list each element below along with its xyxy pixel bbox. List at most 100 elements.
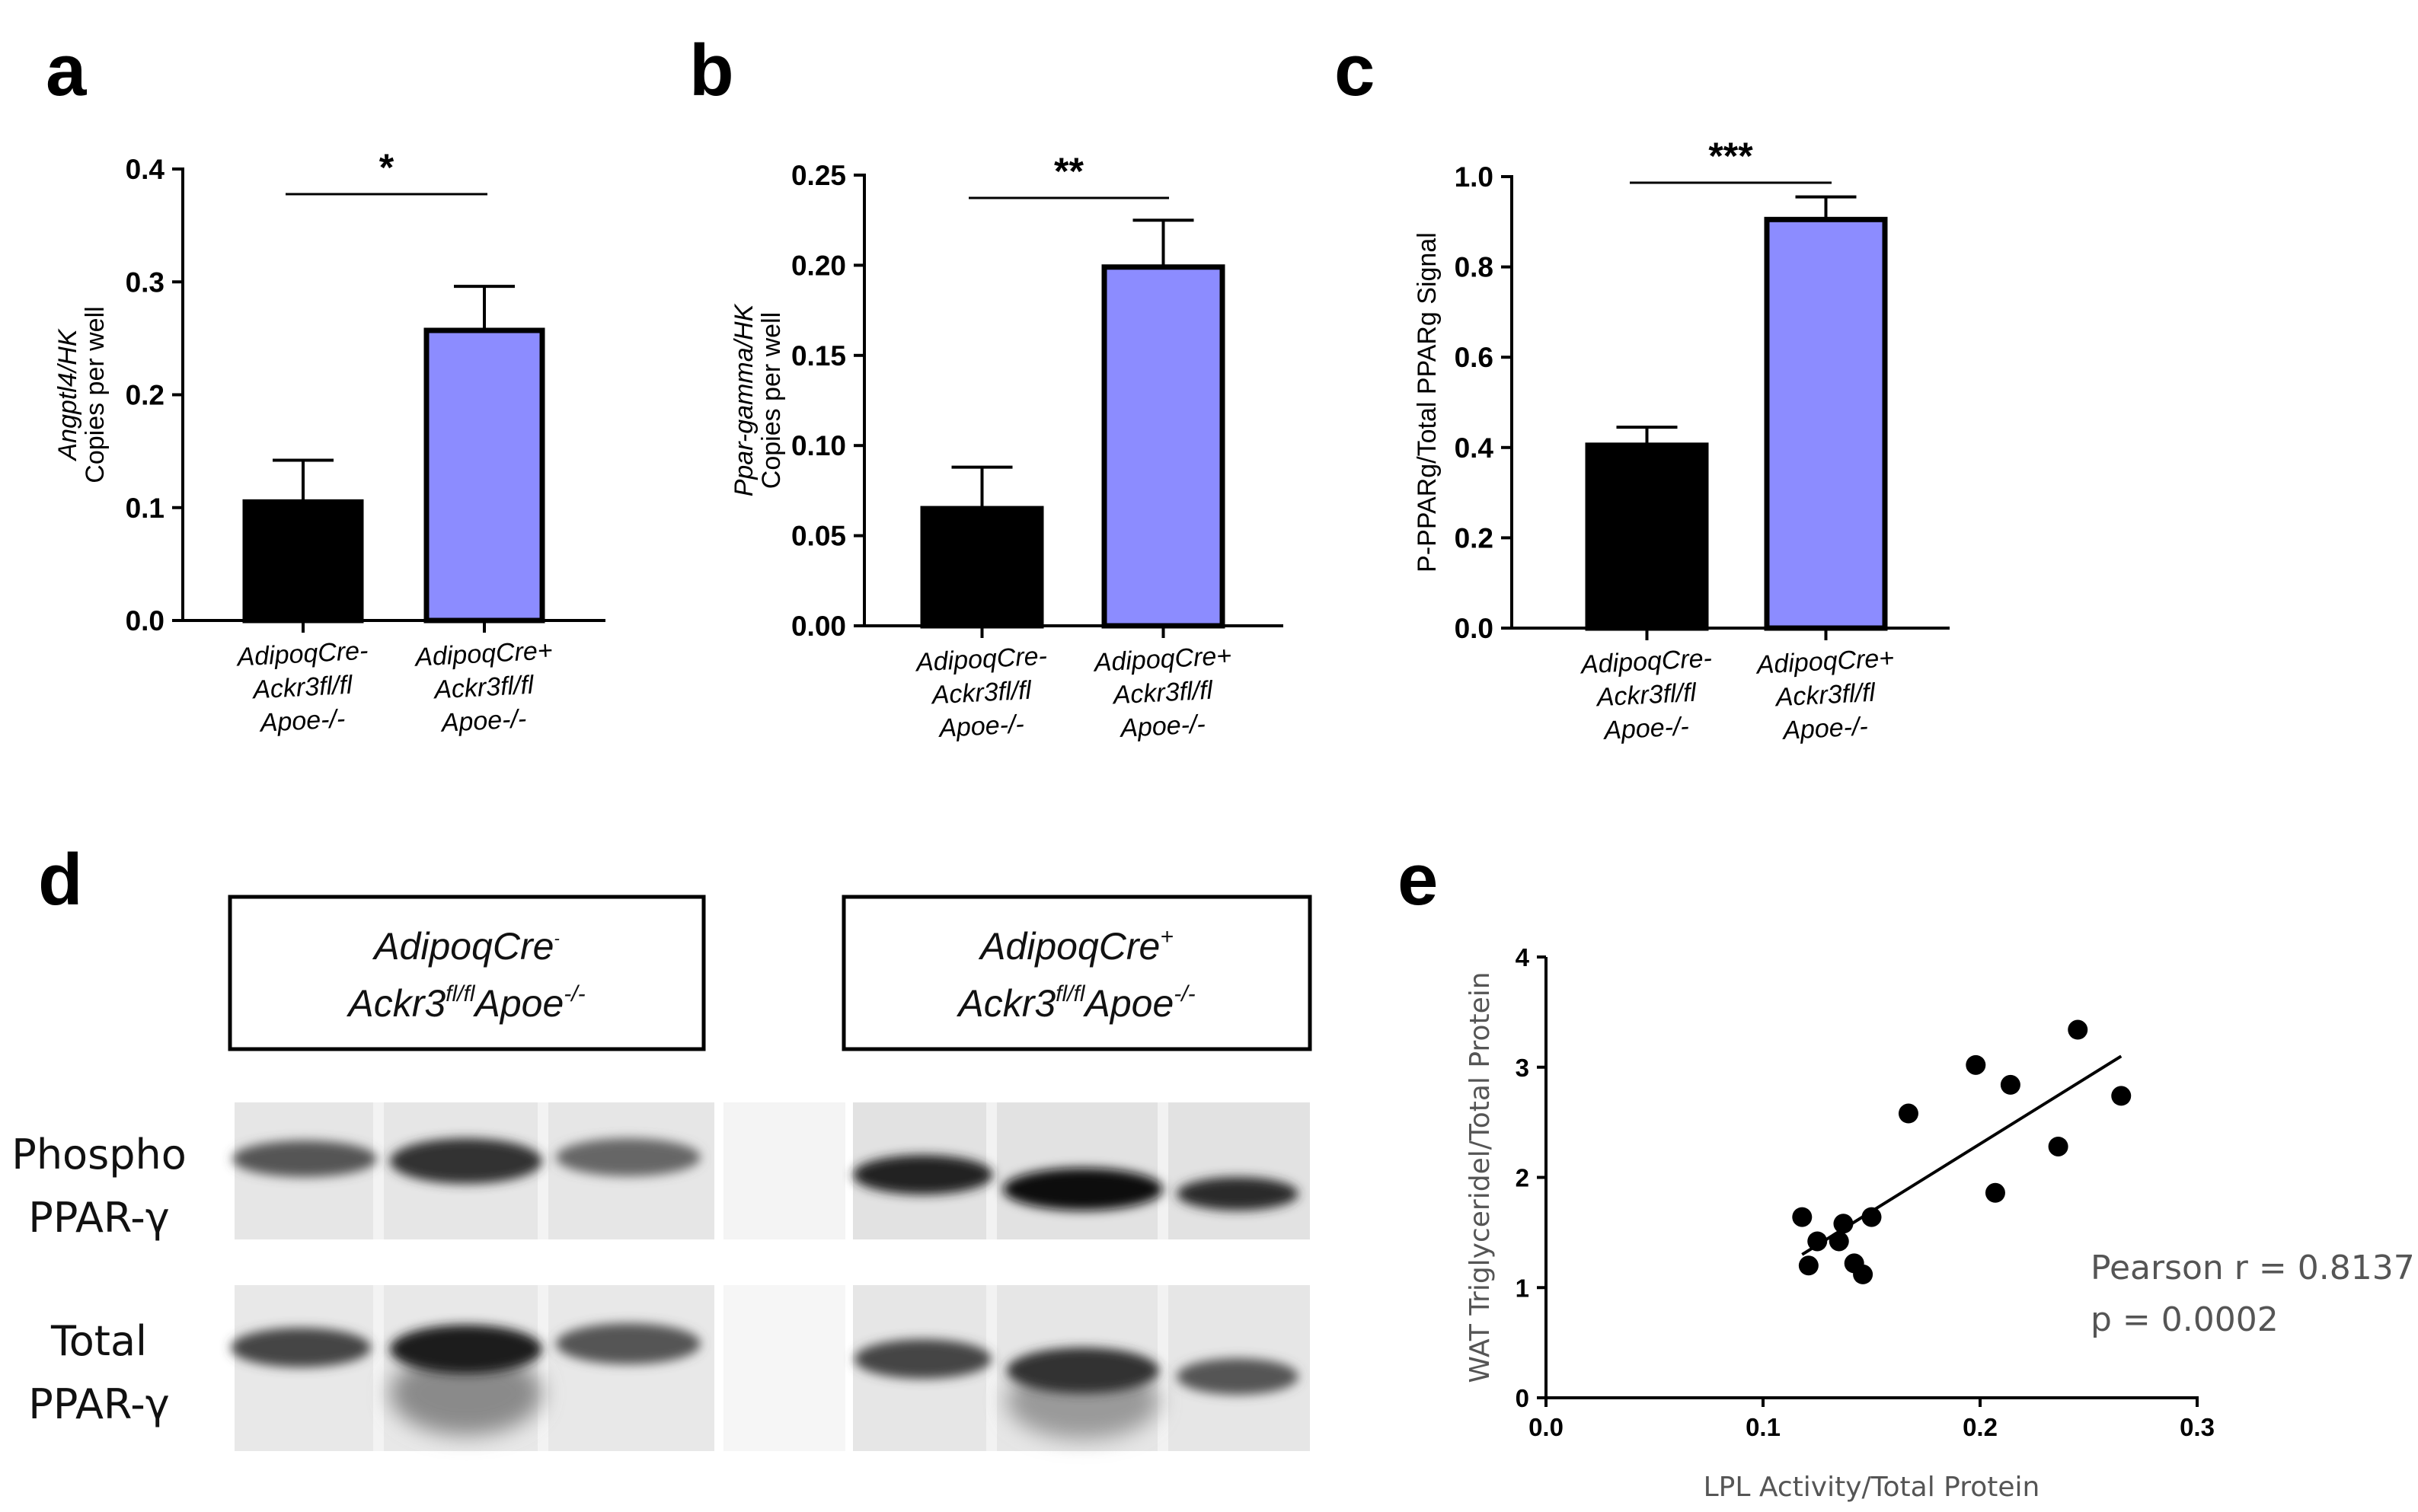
bar (242, 499, 364, 624)
y-tick-label: 0.00 (791, 611, 846, 642)
y-tick-label: 0.05 (791, 521, 846, 552)
bar (423, 327, 545, 624)
y-tick-label: 0.4 (126, 154, 165, 185)
significance-stars: * (379, 146, 394, 189)
band-phospho-6 (1177, 1177, 1298, 1211)
y-tick-label: 0.2 (1455, 522, 1493, 553)
x-tick-label: 0.3 (2180, 1413, 2215, 1441)
data-point (1833, 1214, 1854, 1234)
y-axis-label-line2: Copies per well (81, 306, 110, 483)
category-label: Ackr3fl/fl (1111, 676, 1215, 710)
category-label: Apoe-/- (439, 704, 527, 738)
blot-strip-total (231, 1285, 1310, 1451)
stats-text: p = 0.0002 (2091, 1300, 2279, 1339)
data-point (2000, 1074, 2020, 1095)
blot-strip-phospho (232, 1102, 1310, 1239)
data-point (1829, 1231, 1849, 1252)
significance-stars: ** (1054, 150, 1084, 193)
scatter-chart-e: 0 1 2 3 4 0.0 0.1 0.2 0.3 LPL Activity/Total Prot… (1465, 943, 2415, 1503)
y-tick-label: 0.3 (126, 266, 165, 298)
row-label-phospho-ppar: PPAR-γ (28, 1194, 169, 1242)
y-tick-label: 0.1 (126, 493, 165, 524)
band-total-3 (556, 1323, 701, 1364)
y-tick-label: 0.10 (791, 430, 846, 461)
data-point (1798, 1255, 1819, 1276)
y-tick-label: 0.0 (1455, 613, 1493, 644)
row-label-phospho: Phospho (11, 1131, 187, 1179)
category-label: AdipoqCre- (914, 642, 1048, 678)
band-total-6 (1177, 1358, 1298, 1395)
y-tick-label: 1 (1516, 1274, 1529, 1302)
y-tick-label: 0.20 (791, 250, 846, 281)
data-point (1966, 1054, 1986, 1075)
category-label: Apoe-/- (258, 704, 346, 738)
group-label-cre-plus-line2: Ackr3fl/flApoe-/- (956, 981, 1195, 1025)
category-label: Ackr3fl/fl (432, 671, 535, 705)
y-tick-label: 0.6 (1455, 342, 1493, 373)
data-point (1985, 1182, 2005, 1203)
group-box-cre-minus (228, 895, 706, 1051)
bar (920, 506, 1044, 629)
y-axis-label-line2: Copies per well (757, 312, 786, 489)
panel-letter-c: c (1334, 30, 1375, 111)
stats-text: Pearson r = 0.8137 (2091, 1249, 2415, 1287)
row-label-total-ppar: PPAR-γ (28, 1380, 169, 1428)
x-axis-label: LPL Activity/Total Protein (1704, 1472, 2040, 1503)
band-phospho-5 (1003, 1168, 1163, 1211)
band-total-2 (390, 1325, 542, 1373)
category-label: AdipoqCre+ (1755, 643, 1895, 680)
band-total-5 (1007, 1348, 1159, 1393)
bar (1585, 442, 1709, 631)
panel-letter-e: e (1397, 839, 1438, 920)
data-point (1807, 1231, 1828, 1252)
band-total-1 (231, 1328, 371, 1367)
x-tick-label: 0.2 (1963, 1413, 1998, 1441)
group-box-cre-plus (842, 895, 1312, 1051)
bar (1764, 216, 1888, 631)
y-axis-label: WAT Triglyceridel/Total Protein (1465, 971, 1496, 1383)
band-total-4 (854, 1339, 992, 1379)
group-label-cre-minus-line1: AdipoqCre- (372, 925, 560, 968)
y-tick-label: 0.8 (1455, 252, 1493, 283)
data-point (2048, 1136, 2068, 1156)
data-point (2111, 1086, 2132, 1106)
y-axis-label: P-PPARg/Total PPARg Signal (1413, 232, 1442, 573)
y-tick-label: 3 (1516, 1054, 1529, 1082)
y-tick-label: 0.4 (1455, 432, 1494, 464)
category-label: AdipoqCre+ (1092, 641, 1232, 678)
category-label: AdipoqCre- (235, 636, 369, 672)
group-label-cre-minus-line2: Ackr3fl/flApoe-/- (346, 981, 585, 1025)
category-label: Apoe-/- (1781, 712, 1868, 745)
data-point (1853, 1264, 1873, 1284)
group-label-cre-plus-line1: AdipoqCre+ (978, 924, 1174, 968)
category-label: Apoe-/- (1602, 712, 1689, 745)
category-label: AdipoqCre- (1579, 644, 1713, 680)
y-tick-label: 0.25 (791, 160, 846, 191)
panel-letter-b: b (689, 30, 734, 111)
y-tick-label: 2 (1516, 1164, 1529, 1192)
x-tick-label: 0.0 (1528, 1413, 1564, 1441)
western-blot: AdipoqCre- Ackr3fl/flApoe-/- AdipoqCre+ … (11, 895, 1312, 1451)
category-label: Ackr3fl/fl (1595, 678, 1698, 713)
panel-letter-a: a (46, 30, 87, 111)
x-tick-label: 0.1 (1746, 1413, 1781, 1441)
data-point (1861, 1207, 1882, 1227)
category-label: Ackr3fl/fl (930, 676, 1033, 710)
bar-chart-c: 0.00.20.40.60.81.0AdipoqCre-Ackr3fl/flAp… (1413, 135, 1950, 745)
data-point (1792, 1207, 1813, 1227)
band-phospho-1 (232, 1140, 377, 1177)
band-phospho-2 (390, 1138, 542, 1184)
row-label-total: Total (50, 1317, 147, 1365)
category-label: Apoe-/- (937, 710, 1024, 743)
regression-line (1801, 1054, 2123, 1256)
y-tick-label: 4 (1516, 943, 1530, 971)
category-label: Ackr3fl/fl (1774, 678, 1877, 713)
y-tick-label: 0.15 (791, 340, 846, 372)
y-tick-label: 0 (1516, 1384, 1529, 1412)
y-tick-label: 1.0 (1455, 161, 1493, 193)
data-point (1898, 1103, 1918, 1124)
band-phospho-3 (556, 1138, 701, 1176)
bar-chart-a: 0.00.10.20.30.4AdipoqCre-Ackr3fl/flApoe-… (53, 146, 605, 738)
panel-letter-d: d (38, 839, 83, 920)
